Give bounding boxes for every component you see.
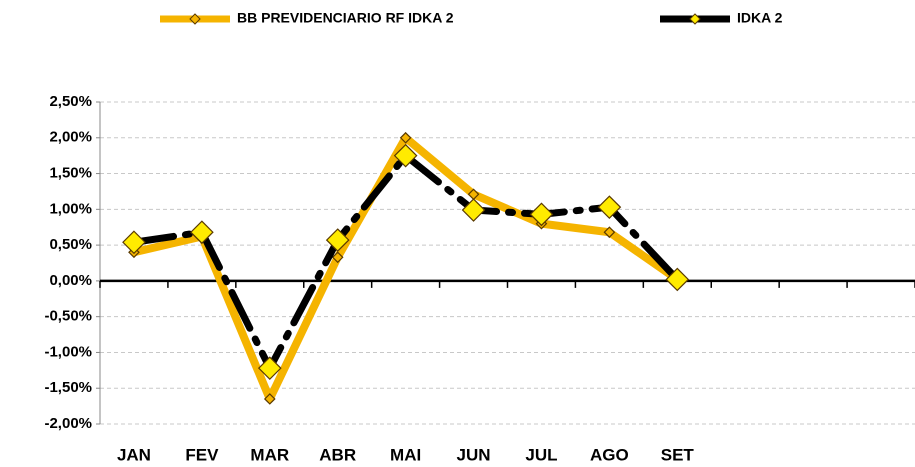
point-marker (665, 267, 690, 292)
point-marker (597, 195, 622, 220)
point-marker (122, 230, 146, 255)
point-marker (263, 393, 276, 405)
point-marker (331, 251, 344, 264)
x-tick-label: MAI (390, 445, 421, 464)
point-marker (257, 356, 282, 381)
y-tick-label: -1,00% (44, 343, 92, 360)
x-tick-label: SET (661, 445, 695, 464)
y-tick-label: 2,00% (49, 129, 92, 146)
point-marker (393, 143, 418, 168)
point-marker (325, 228, 350, 252)
legend-marker (189, 13, 201, 25)
x-tick-label: JUN (457, 445, 491, 464)
series-line (133, 133, 680, 403)
x-tick-label: AGO (590, 445, 629, 464)
y-tick-label: 0,50% (49, 236, 92, 253)
legend-label: IDKA 2 (737, 10, 783, 26)
x-tick-label: MAR (250, 445, 289, 464)
point-marker (461, 198, 486, 222)
point-marker (399, 131, 412, 144)
point-marker (190, 220, 214, 245)
point-marker (529, 202, 554, 227)
y-tick-label: 0,00% (49, 272, 92, 289)
y-tick-label: 1,50% (49, 165, 92, 182)
legend-marker (689, 13, 701, 25)
y-tick-label: -2,00% (44, 415, 92, 432)
point-marker (603, 226, 616, 239)
x-tick-label: ABR (319, 445, 356, 464)
x-tick-label: JAN (117, 445, 151, 464)
y-tick-label: -1,50% (44, 379, 92, 396)
series-line (130, 152, 681, 372)
x-tick-label: FEV (185, 445, 219, 464)
y-tick-label: -0,50% (44, 308, 92, 325)
y-tick-label: 1,00% (49, 200, 92, 217)
legend-label: BB PREVIDENCIARIO RF IDKA 2 (237, 10, 454, 26)
y-tick-label: 2,50% (49, 93, 92, 110)
x-tick-label: JUL (525, 445, 557, 464)
